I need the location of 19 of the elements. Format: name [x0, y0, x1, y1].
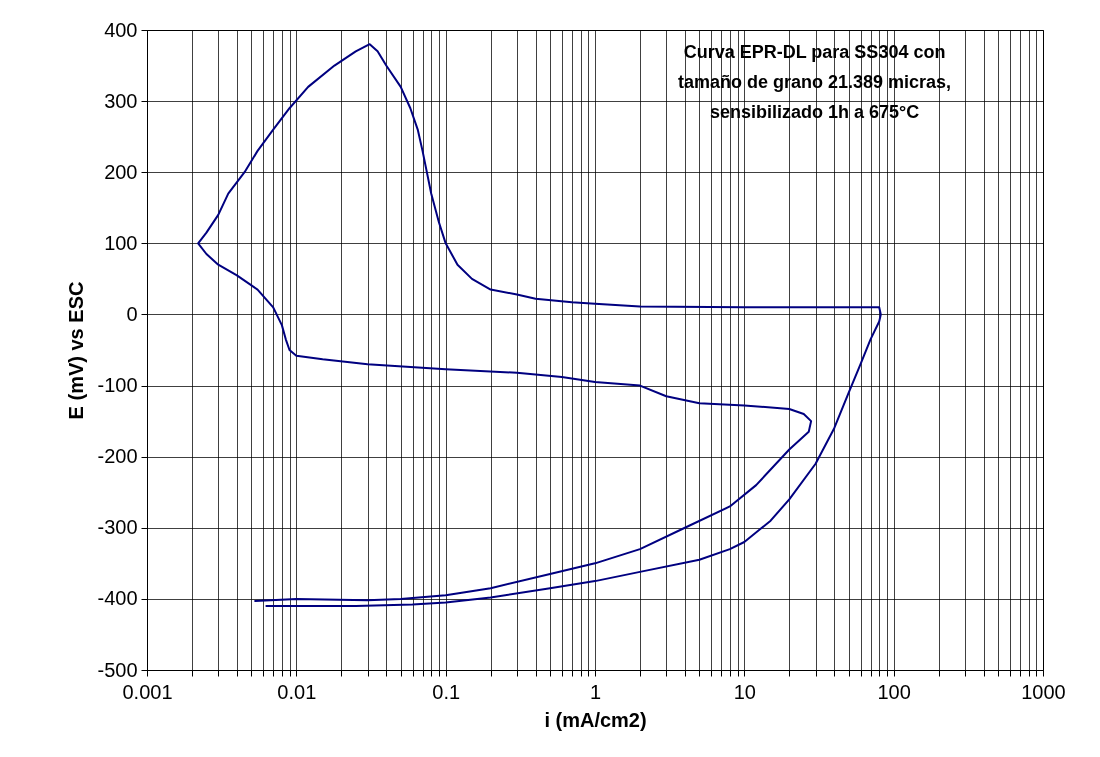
x-axis-title: i (mA/cm2): [544, 708, 647, 731]
x-tick-label: 1: [589, 680, 602, 703]
x-tick-label: 0.01: [277, 680, 317, 703]
x-tick-label: 0.001: [122, 680, 173, 703]
y-tick-label: 300: [104, 89, 138, 112]
y-tick-label: 200: [104, 160, 138, 183]
x-tick-label: 0.1: [432, 680, 461, 703]
y-tick-label: -200: [97, 445, 138, 468]
y-tick-label: -400: [97, 587, 138, 610]
y-axis-title: E (mV) vs ESC: [65, 281, 88, 420]
x-tick-label: 1000: [1021, 680, 1066, 703]
y-tick-label: -300: [97, 516, 138, 539]
y-tick-label: -500: [97, 658, 138, 681]
x-tick-label: 10: [733, 680, 756, 703]
y-tick-label: 400: [104, 18, 138, 41]
x-tick-label: 100: [877, 680, 911, 703]
y-tick-label: 0: [126, 302, 138, 325]
y-tick-label: 100: [104, 231, 138, 254]
y-tick-label: -100: [97, 374, 138, 397]
